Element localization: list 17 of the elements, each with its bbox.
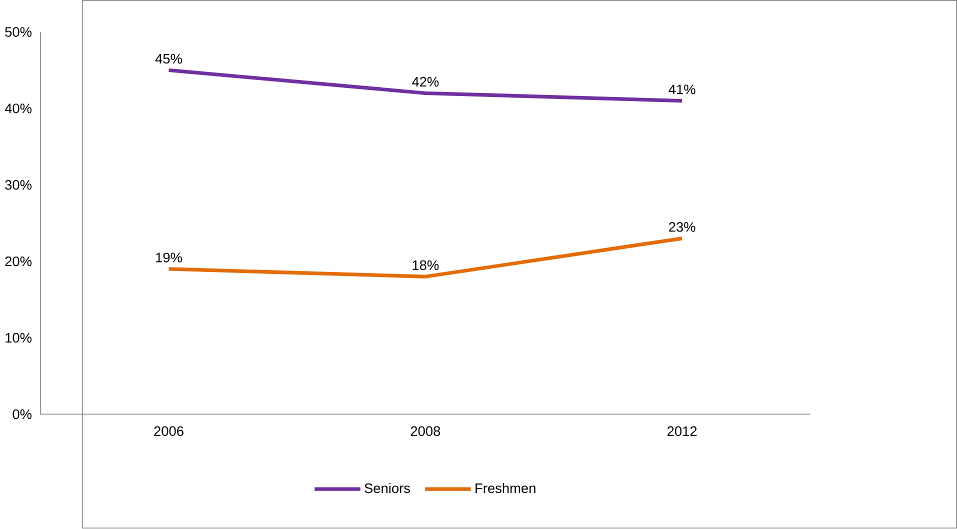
x-tick-label: 2008 xyxy=(410,426,440,436)
y-tick-label: 30% xyxy=(5,180,32,190)
data-label: 42% xyxy=(412,77,439,87)
data-label: 45% xyxy=(155,54,182,64)
data-label: 18% xyxy=(412,260,439,270)
data-label: 19% xyxy=(156,252,182,263)
y-tick-label: 20% xyxy=(5,256,32,266)
y-tick-label: 10% xyxy=(6,333,32,343)
y-tick-label: 40% xyxy=(4,104,32,114)
x-tick-label: 2012 xyxy=(668,426,697,436)
data-label: 23% xyxy=(669,222,696,232)
y-tick-label: 50% xyxy=(5,27,32,38)
x-tick-label: 2006 xyxy=(154,426,184,436)
legend-label: Freshmen xyxy=(476,483,536,494)
y-tick-label: 0% xyxy=(12,410,32,420)
legend-label: Seniors xyxy=(364,483,410,494)
data-label: 41% xyxy=(668,84,696,94)
